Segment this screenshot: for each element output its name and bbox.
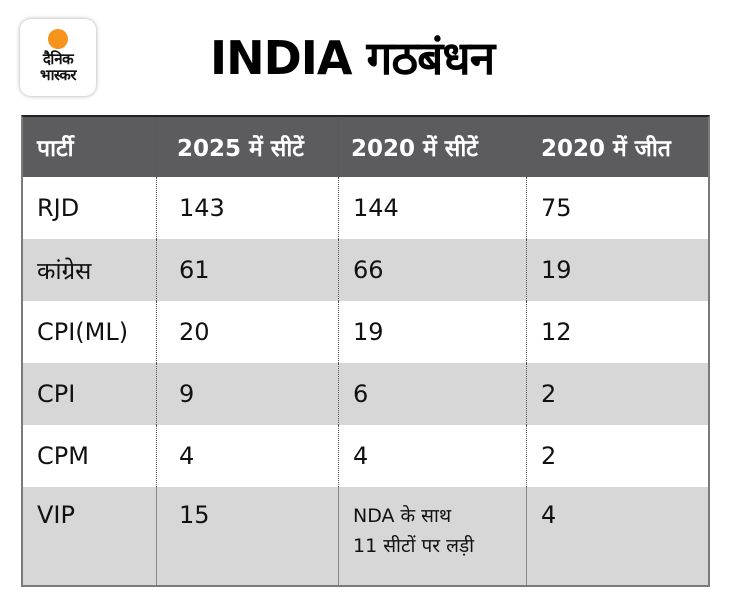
- column-header-party: पार्टी: [37, 136, 74, 162]
- table-row-congress: कांग्रेस 61 66 19: [23, 239, 708, 301]
- table-row-vip: VIP 15 NDA के साथ 11 सीटों पर लड़ी 4: [23, 487, 708, 585]
- seats-2025-cell: 4: [156, 425, 338, 487]
- wins-2020-cell: 4: [526, 487, 708, 585]
- wins-2020-cell: 12: [526, 301, 708, 363]
- seats-2020-cell: 144: [338, 177, 526, 239]
- alliance-seats-table: पार्टी 2025 में सीटें 2020 में सीटें 202…: [21, 115, 710, 587]
- party-cell: CPI: [37, 380, 76, 408]
- seats-2025-cell: 9: [156, 363, 338, 425]
- page-title: INDIA गठबंधन: [210, 31, 495, 85]
- wins-2020-cell: 2: [526, 363, 708, 425]
- seats-2020-note-cell: NDA के साथ 11 सीटों पर लड़ी: [338, 487, 526, 585]
- seats-2020-cell: 66: [338, 239, 526, 301]
- seats-2020-cell: 4: [338, 425, 526, 487]
- wins-2020-cell: 19: [526, 239, 708, 301]
- column-header-seats-2025: 2025 में सीटें: [156, 117, 338, 177]
- logo-text-line1: दैनिक: [42, 50, 74, 68]
- note-line-2: 11 सीटों पर लड़ी: [353, 535, 475, 557]
- table-row-cpm: CPM 4 4 2: [23, 425, 708, 487]
- note-line-1: NDA के साथ: [353, 505, 452, 527]
- seats-2025-cell: 20: [156, 301, 338, 363]
- seats-2025-cell: 143: [156, 177, 338, 239]
- table-row-cpi: CPI 9 6 2: [23, 363, 708, 425]
- seats-2020-cell: 19: [338, 301, 526, 363]
- seats-2020-cell: 6: [338, 363, 526, 425]
- seats-2025-cell: 61: [156, 239, 338, 301]
- party-cell: VIP: [37, 501, 75, 529]
- party-cell: RJD: [37, 194, 80, 222]
- party-cell: CPM: [37, 442, 89, 470]
- column-header-seats-2020: 2020 में सीटें: [338, 117, 526, 177]
- logo-text-line2: भास्कर: [40, 66, 76, 84]
- wins-2020-cell: 2: [526, 425, 708, 487]
- table-row-cpiml: CPI(ML) 20 19 12: [23, 301, 708, 363]
- sun-icon: [48, 29, 68, 49]
- dainik-bhaskar-logo: दैनिक भास्कर: [20, 19, 96, 96]
- party-cell: कांग्रेस: [37, 256, 92, 285]
- table-header-row: पार्टी 2025 में सीटें 2020 में सीटें 202…: [23, 117, 708, 177]
- column-header-wins-2020: 2020 में जीत: [526, 117, 708, 177]
- wins-2020-cell: 75: [526, 177, 708, 239]
- seats-2025-cell: 15: [156, 487, 338, 585]
- table-row-rjd: RJD 143 144 75: [23, 177, 708, 239]
- party-cell: CPI(ML): [37, 318, 129, 346]
